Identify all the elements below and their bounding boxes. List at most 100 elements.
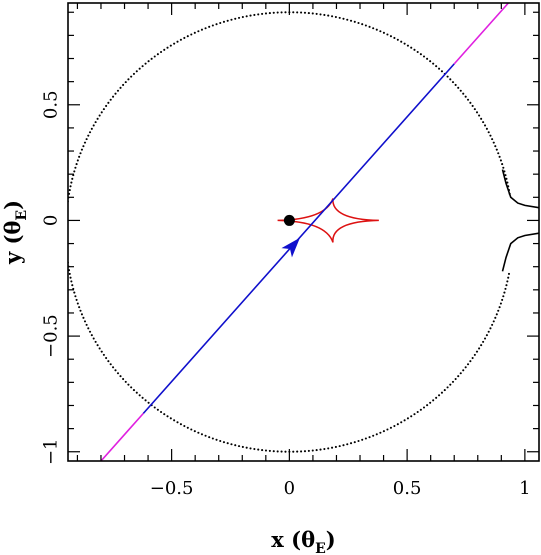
critical-curve-dot bbox=[253, 447, 256, 451]
critical-curve-dot bbox=[226, 19, 229, 22]
critical-curve-dot bbox=[163, 413, 166, 416]
critical-curve-dot bbox=[100, 350, 103, 353]
critical-curve-dot bbox=[462, 369, 465, 372]
critical-curve-dot bbox=[87, 327, 90, 330]
critical-curve-dot bbox=[222, 441, 226, 444]
critical-curve-dot bbox=[338, 16, 341, 19]
critical-curve-dot bbox=[432, 62, 435, 65]
x-axis-variable: x bbox=[271, 527, 284, 552]
critical-curve-dot bbox=[284, 450, 287, 453]
critical-curve-dot bbox=[451, 81, 455, 84]
critical-curve-dot bbox=[65, 235, 67, 237]
critical-curve-dot bbox=[80, 313, 83, 316]
critical-curve-dot bbox=[307, 12, 310, 15]
critical-curve-dot bbox=[82, 145, 85, 148]
critical-curve-dot bbox=[76, 159, 79, 162]
critical-curve-dot bbox=[208, 436, 211, 439]
critical-curve-dot bbox=[413, 413, 416, 416]
critical-curve-dot bbox=[82, 316, 85, 319]
critical-curve-dot bbox=[459, 372, 462, 375]
critical-curve-dot bbox=[451, 380, 455, 383]
critical-curve-dot bbox=[160, 410, 163, 414]
critical-curve-dot bbox=[440, 391, 444, 394]
critical-curve-dot bbox=[504, 174, 507, 177]
x-axis-unit: θ bbox=[301, 527, 315, 552]
critical-curve-dot bbox=[495, 148, 498, 151]
critical-curve-dot bbox=[469, 101, 472, 104]
y-tick-label: −0.5 bbox=[40, 314, 61, 358]
critical-curve-dot bbox=[257, 13, 260, 16]
critical-curve-dot bbox=[74, 166, 77, 169]
critical-curve-dot bbox=[190, 428, 193, 431]
critical-curve-dot bbox=[85, 323, 88, 326]
critical-curve-dot bbox=[65, 231, 67, 233]
critical-curve-dot bbox=[169, 417, 172, 420]
x-axis-label: x (θE) bbox=[271, 527, 335, 555]
critical-curve-dot bbox=[494, 145, 497, 148]
critical-curve-dot bbox=[498, 155, 501, 158]
critical-curve-dot bbox=[153, 406, 156, 409]
critical-curve-dot bbox=[473, 108, 476, 111]
critical-curve-dot bbox=[413, 48, 416, 51]
critical-curve-dot bbox=[416, 410, 419, 414]
critical-curve-dot bbox=[422, 406, 426, 409]
critical-curve-dot bbox=[505, 284, 508, 287]
critical-curve-dot bbox=[327, 14, 330, 17]
critical-curve-dot bbox=[303, 11, 307, 14]
lens-position-marker bbox=[283, 214, 295, 226]
critical-curve-dot bbox=[156, 408, 159, 411]
critical-curve-dot bbox=[471, 356, 474, 360]
critical-curve-dot bbox=[327, 447, 330, 450]
critical-curve-dot bbox=[403, 419, 406, 422]
critical-curve-dot bbox=[222, 20, 226, 23]
critical-curve-dot bbox=[368, 436, 371, 439]
critical-curve-dot bbox=[426, 57, 429, 60]
critical-curve-dot bbox=[102, 108, 105, 111]
critical-curve-dot bbox=[487, 330, 490, 333]
critical-curve-dot bbox=[68, 272, 71, 275]
x-axis-unit-sub: E bbox=[315, 541, 326, 555]
critical-curve-dot bbox=[73, 170, 76, 173]
critical-curve-dot bbox=[469, 360, 472, 363]
critical-curve-dot bbox=[459, 89, 462, 92]
critical-curve-dot bbox=[109, 98, 112, 101]
critical-curve-dot bbox=[179, 38, 182, 41]
critical-curve-dot bbox=[257, 448, 260, 451]
critical-curve-dot bbox=[98, 347, 101, 350]
critical-curve-dot bbox=[88, 131, 92, 134]
critical-curve-dot bbox=[261, 449, 264, 452]
critical-curve-dot bbox=[70, 280, 73, 283]
critical-curve-dot bbox=[497, 152, 500, 155]
critical-curve-dot bbox=[489, 327, 492, 330]
critical-curve-dot bbox=[114, 369, 117, 372]
critical-curve-dot bbox=[449, 383, 452, 386]
critical-curve-dot bbox=[245, 446, 248, 449]
critical-curve-dot bbox=[215, 23, 218, 26]
critical-curve-dot bbox=[382, 31, 385, 34]
critical-curve-dot bbox=[127, 78, 130, 81]
critical-curve-dot bbox=[122, 377, 125, 381]
critical-curve-dot bbox=[507, 276, 510, 279]
critical-curve-dot bbox=[105, 356, 108, 360]
critical-curve-dot bbox=[65, 219, 67, 221]
critical-curve-dot bbox=[342, 444, 345, 447]
critical-curve-dot bbox=[483, 124, 487, 127]
critical-curve-dot bbox=[495, 313, 498, 316]
critical-curve-dot bbox=[357, 21, 360, 25]
critical-curve-dot bbox=[219, 21, 222, 25]
critical-curve-dot bbox=[144, 62, 147, 65]
critical-curve-dot bbox=[102, 353, 105, 356]
critical-curve-dot bbox=[135, 70, 138, 73]
critical-curve-dot bbox=[87, 134, 90, 137]
critical-curve-dot bbox=[503, 291, 506, 294]
secondary-critical-curve-lower bbox=[501, 232, 539, 272]
critical-curve-dot bbox=[478, 114, 481, 117]
critical-curve-dot bbox=[464, 95, 467, 98]
critical-curve-dot bbox=[211, 24, 214, 27]
critical-curve-dot bbox=[132, 72, 136, 75]
critical-curve-dot bbox=[219, 439, 222, 443]
critical-curve-dot bbox=[454, 83, 457, 87]
critical-curve-dot bbox=[311, 12, 314, 15]
tick-labels: −0.5 0 0.5 1 −1 −0.5 0 0.5 bbox=[40, 90, 530, 499]
